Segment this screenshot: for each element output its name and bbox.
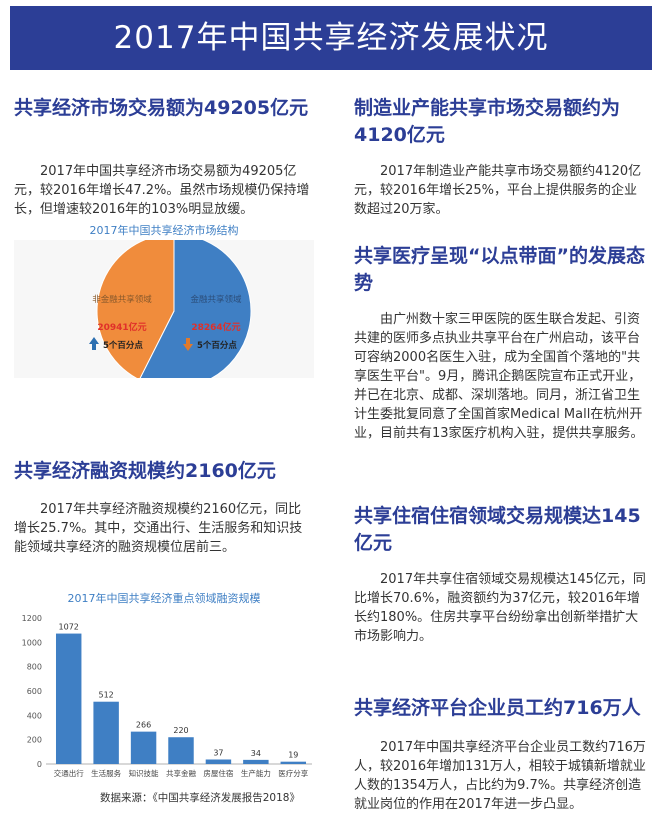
- pie-slice: [96, 240, 175, 378]
- x-tick-label: 医疗分享: [278, 768, 308, 778]
- pie-chart-title: 2017年中国共享经济市场结构: [89, 224, 239, 237]
- y-tick-label: 0: [37, 760, 42, 769]
- x-tick-label: 生产能力: [241, 768, 271, 778]
- section-heading-accommodation: 共享住宿住宿领域交易规模达145亿元: [354, 505, 641, 554]
- bar-value-label: 34: [251, 749, 261, 758]
- pie-slice-value-label: 20941亿元: [97, 321, 146, 333]
- bar-value-label: 1072: [59, 623, 79, 632]
- bar-chart-title: 2017年中国共享经济重点领域融资规模: [67, 592, 261, 605]
- section-body-employment: 2017年中国共享经济平台企业员工数约716万人，较2016年增加131万人，相…: [354, 740, 646, 812]
- section-body-accommodation: 2017年共享住宿领域交易规模达145亿元，同比增长70.6%，融资额约为37亿…: [354, 572, 646, 644]
- bar: [55, 633, 82, 764]
- bar: [168, 737, 194, 764]
- bar-value-label: 512: [99, 691, 114, 700]
- page-title: 2017年中国共享经济发展状况: [113, 20, 549, 56]
- pie-slice-label: 金融共享领域: [190, 294, 242, 305]
- pie-slice-change-label: 5个百分点: [103, 340, 143, 351]
- y-tick-label: 600: [27, 687, 42, 696]
- bar-value-label: 266: [136, 721, 151, 730]
- bar: [205, 759, 232, 764]
- section-body-manufacturing: 2017年制造业产能共享市场交易额约4120亿元，较2016年增长25%，平台上…: [354, 164, 642, 217]
- bar: [93, 701, 119, 764]
- bar: [243, 759, 269, 764]
- x-tick-label: 共享金融: [166, 768, 196, 778]
- pie-slice-value-label: 28264亿元: [191, 321, 240, 333]
- market-structure-pie-chart: 非金融共享领域 20941亿元 5个百分点 金融共享领域 28264亿元 5个百分点: [14, 240, 314, 378]
- financing-bar-chart: 1072 512 266 220 37 34 19 交通出行 生活服务 知识技能 共享金融 房屋住宿…: [22, 614, 312, 778]
- arrow-up-icon: [89, 337, 99, 350]
- x-tick-label: 交通出行: [54, 768, 84, 778]
- x-tick-label: 生活服务: [91, 768, 121, 778]
- section-heading-employment: 共享经济平台企业员工约716万人: [354, 697, 641, 719]
- y-tick-label: 1000: [22, 638, 42, 647]
- data-source-note: 数据来源：《中国共享经济发展报告2018》: [100, 792, 300, 804]
- arrow-down-icon: [183, 338, 193, 351]
- bar: [280, 761, 307, 764]
- bar-value-label: 19: [288, 751, 298, 760]
- x-tick-label: 知识技能: [129, 768, 159, 778]
- page-title-banner: 2017年中国共享经济发展状况: [10, 6, 652, 70]
- section-body-financing: 2017年共享经济融资规模约2160亿元，同比增长25.7%。其中，交通出行、生…: [14, 502, 303, 555]
- section-body-medical: 由广州数十家三甲医院的医生联合发起、引资共建的医师多点执业共享平台在广州启动，该…: [354, 312, 644, 441]
- y-tick-label: 400: [27, 711, 42, 720]
- x-tick-label: 房屋住宿: [203, 768, 233, 778]
- bar-value-label: 220: [173, 726, 188, 735]
- y-tick-label: 200: [27, 736, 42, 745]
- pie-slice: [139, 240, 252, 378]
- pie-slice-change-label: 5个百分点: [197, 340, 237, 351]
- y-tick-label: 1200: [22, 614, 42, 623]
- section-heading-market-volume: 共享经济市场交易额为49205亿元: [14, 97, 309, 119]
- bar: [130, 731, 157, 764]
- section-body-market-volume: 2017年中国共享经济市场交易额为49205亿元，较2016年增长47.2%。虽…: [14, 164, 310, 217]
- section-heading-medical: 共享医疗呈现“以点带面”的发展态势: [354, 245, 645, 294]
- pie-slice-label: 非金融共享领域: [92, 294, 152, 305]
- bar-value-label: 37: [213, 748, 223, 757]
- y-tick-label: 800: [27, 663, 42, 672]
- section-heading-financing: 共享经济融资规模约2160亿元: [14, 460, 276, 482]
- section-heading-manufacturing: 制造业产能共享市场交易额约为4120亿元: [354, 97, 621, 146]
